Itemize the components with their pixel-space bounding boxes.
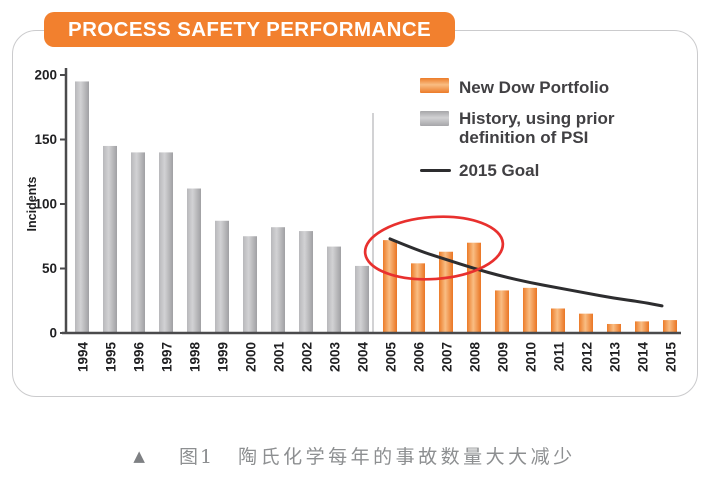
legend-label-new-dow-portfolio: New Dow Portfolio <box>459 78 610 97</box>
bar-1997 <box>159 152 173 333</box>
x-tick-label-1998: 1998 <box>188 342 203 373</box>
x-tick-label-2004: 2004 <box>356 342 371 373</box>
orange-bar-swatch-icon <box>420 78 449 93</box>
x-tick-label-2015: 2015 <box>664 342 679 373</box>
bar-2000 <box>243 236 257 333</box>
x-tick-label-2005: 2005 <box>384 342 399 373</box>
bar-2004 <box>355 265 369 333</box>
x-tick-label-1997: 1997 <box>160 342 175 372</box>
y-tick-label-200: 200 <box>34 68 57 83</box>
y-axis-title: Incidents <box>25 177 39 232</box>
legend-label-history-line2: definition of PSI <box>459 128 589 147</box>
figure-caption: ▲ 图1 陶氏化学每年的事故数量大大减少 <box>0 442 709 469</box>
x-tick-label-2000: 2000 <box>244 342 259 372</box>
bar-1995 <box>103 145 117 333</box>
bar-1994 <box>75 81 89 333</box>
caption-figure-number: 图1 <box>178 446 215 468</box>
caption-text: 陶氏化学每年的事故数量大大减少 <box>238 446 576 468</box>
x-tick-label-2002: 2002 <box>300 342 315 372</box>
chart-legend: New Dow Portfolio History, using prior d… <box>420 78 615 192</box>
legend-label-history: History, using prior definition of PSI <box>459 109 615 147</box>
x-tick-label-2012: 2012 <box>580 342 595 372</box>
bar-2008 <box>467 242 481 333</box>
bar-1998 <box>187 188 201 333</box>
y-tick-label-100: 100 <box>34 197 57 212</box>
x-tick-label-2003: 2003 <box>328 342 343 373</box>
legend-item-new-dow-portfolio: New Dow Portfolio <box>420 78 615 97</box>
x-tick-label-2001: 2001 <box>272 342 287 373</box>
legend-label-history-line1: History, using prior <box>459 109 615 128</box>
bar-2011 <box>551 308 565 333</box>
chart-title: PROCESS SAFETY PERFORMANCE <box>68 17 432 41</box>
y-tick-label-150: 150 <box>34 132 57 147</box>
x-tick-label-2014: 2014 <box>636 342 651 373</box>
x-tick-label-2010: 2010 <box>524 342 539 372</box>
legend-item-history: History, using prior definition of PSI <box>420 109 615 147</box>
x-tick-label-1995: 1995 <box>104 342 119 373</box>
bar-2002 <box>299 231 313 333</box>
y-tick-label-50: 50 <box>42 261 57 276</box>
x-tick-label-1994: 1994 <box>76 342 91 373</box>
bar-2005 <box>383 240 397 333</box>
bar-2009 <box>495 290 509 333</box>
bar-2015 <box>663 320 677 333</box>
annotation-ellipse <box>363 215 505 281</box>
bar-2003 <box>327 246 341 333</box>
bar-2013 <box>607 323 621 333</box>
x-tick-label-2008: 2008 <box>468 342 483 373</box>
x-tick-label-1996: 1996 <box>132 342 147 373</box>
bar-2012 <box>579 313 593 333</box>
x-tick-label-1999: 1999 <box>216 342 231 372</box>
bar-2014 <box>635 321 649 333</box>
x-tick-label-2009: 2009 <box>496 342 511 372</box>
goal-line-swatch-icon <box>420 169 451 172</box>
bar-1996 <box>131 152 145 333</box>
bar-2006 <box>411 263 425 333</box>
bar-2007 <box>439 251 453 333</box>
goal-line <box>388 237 664 308</box>
bar-1999 <box>215 220 229 333</box>
chart-title-badge: PROCESS SAFETY PERFORMANCE <box>44 12 456 47</box>
x-tick-label-2013: 2013 <box>608 342 623 373</box>
caption-triangle-icon: ▲ <box>133 446 145 465</box>
x-tick-label-2007: 2007 <box>440 342 455 372</box>
gray-bar-swatch-icon <box>420 111 449 126</box>
legend-label-2015-goal: 2015 Goal <box>459 161 540 180</box>
bar-2001 <box>271 227 285 333</box>
bar-2010 <box>523 287 537 333</box>
x-tick-label-2011: 2011 <box>552 342 567 372</box>
y-tick-label-0: 0 <box>49 326 57 341</box>
legend-item-2015-goal: 2015 Goal <box>420 161 615 180</box>
x-tick-label-2006: 2006 <box>412 342 427 373</box>
